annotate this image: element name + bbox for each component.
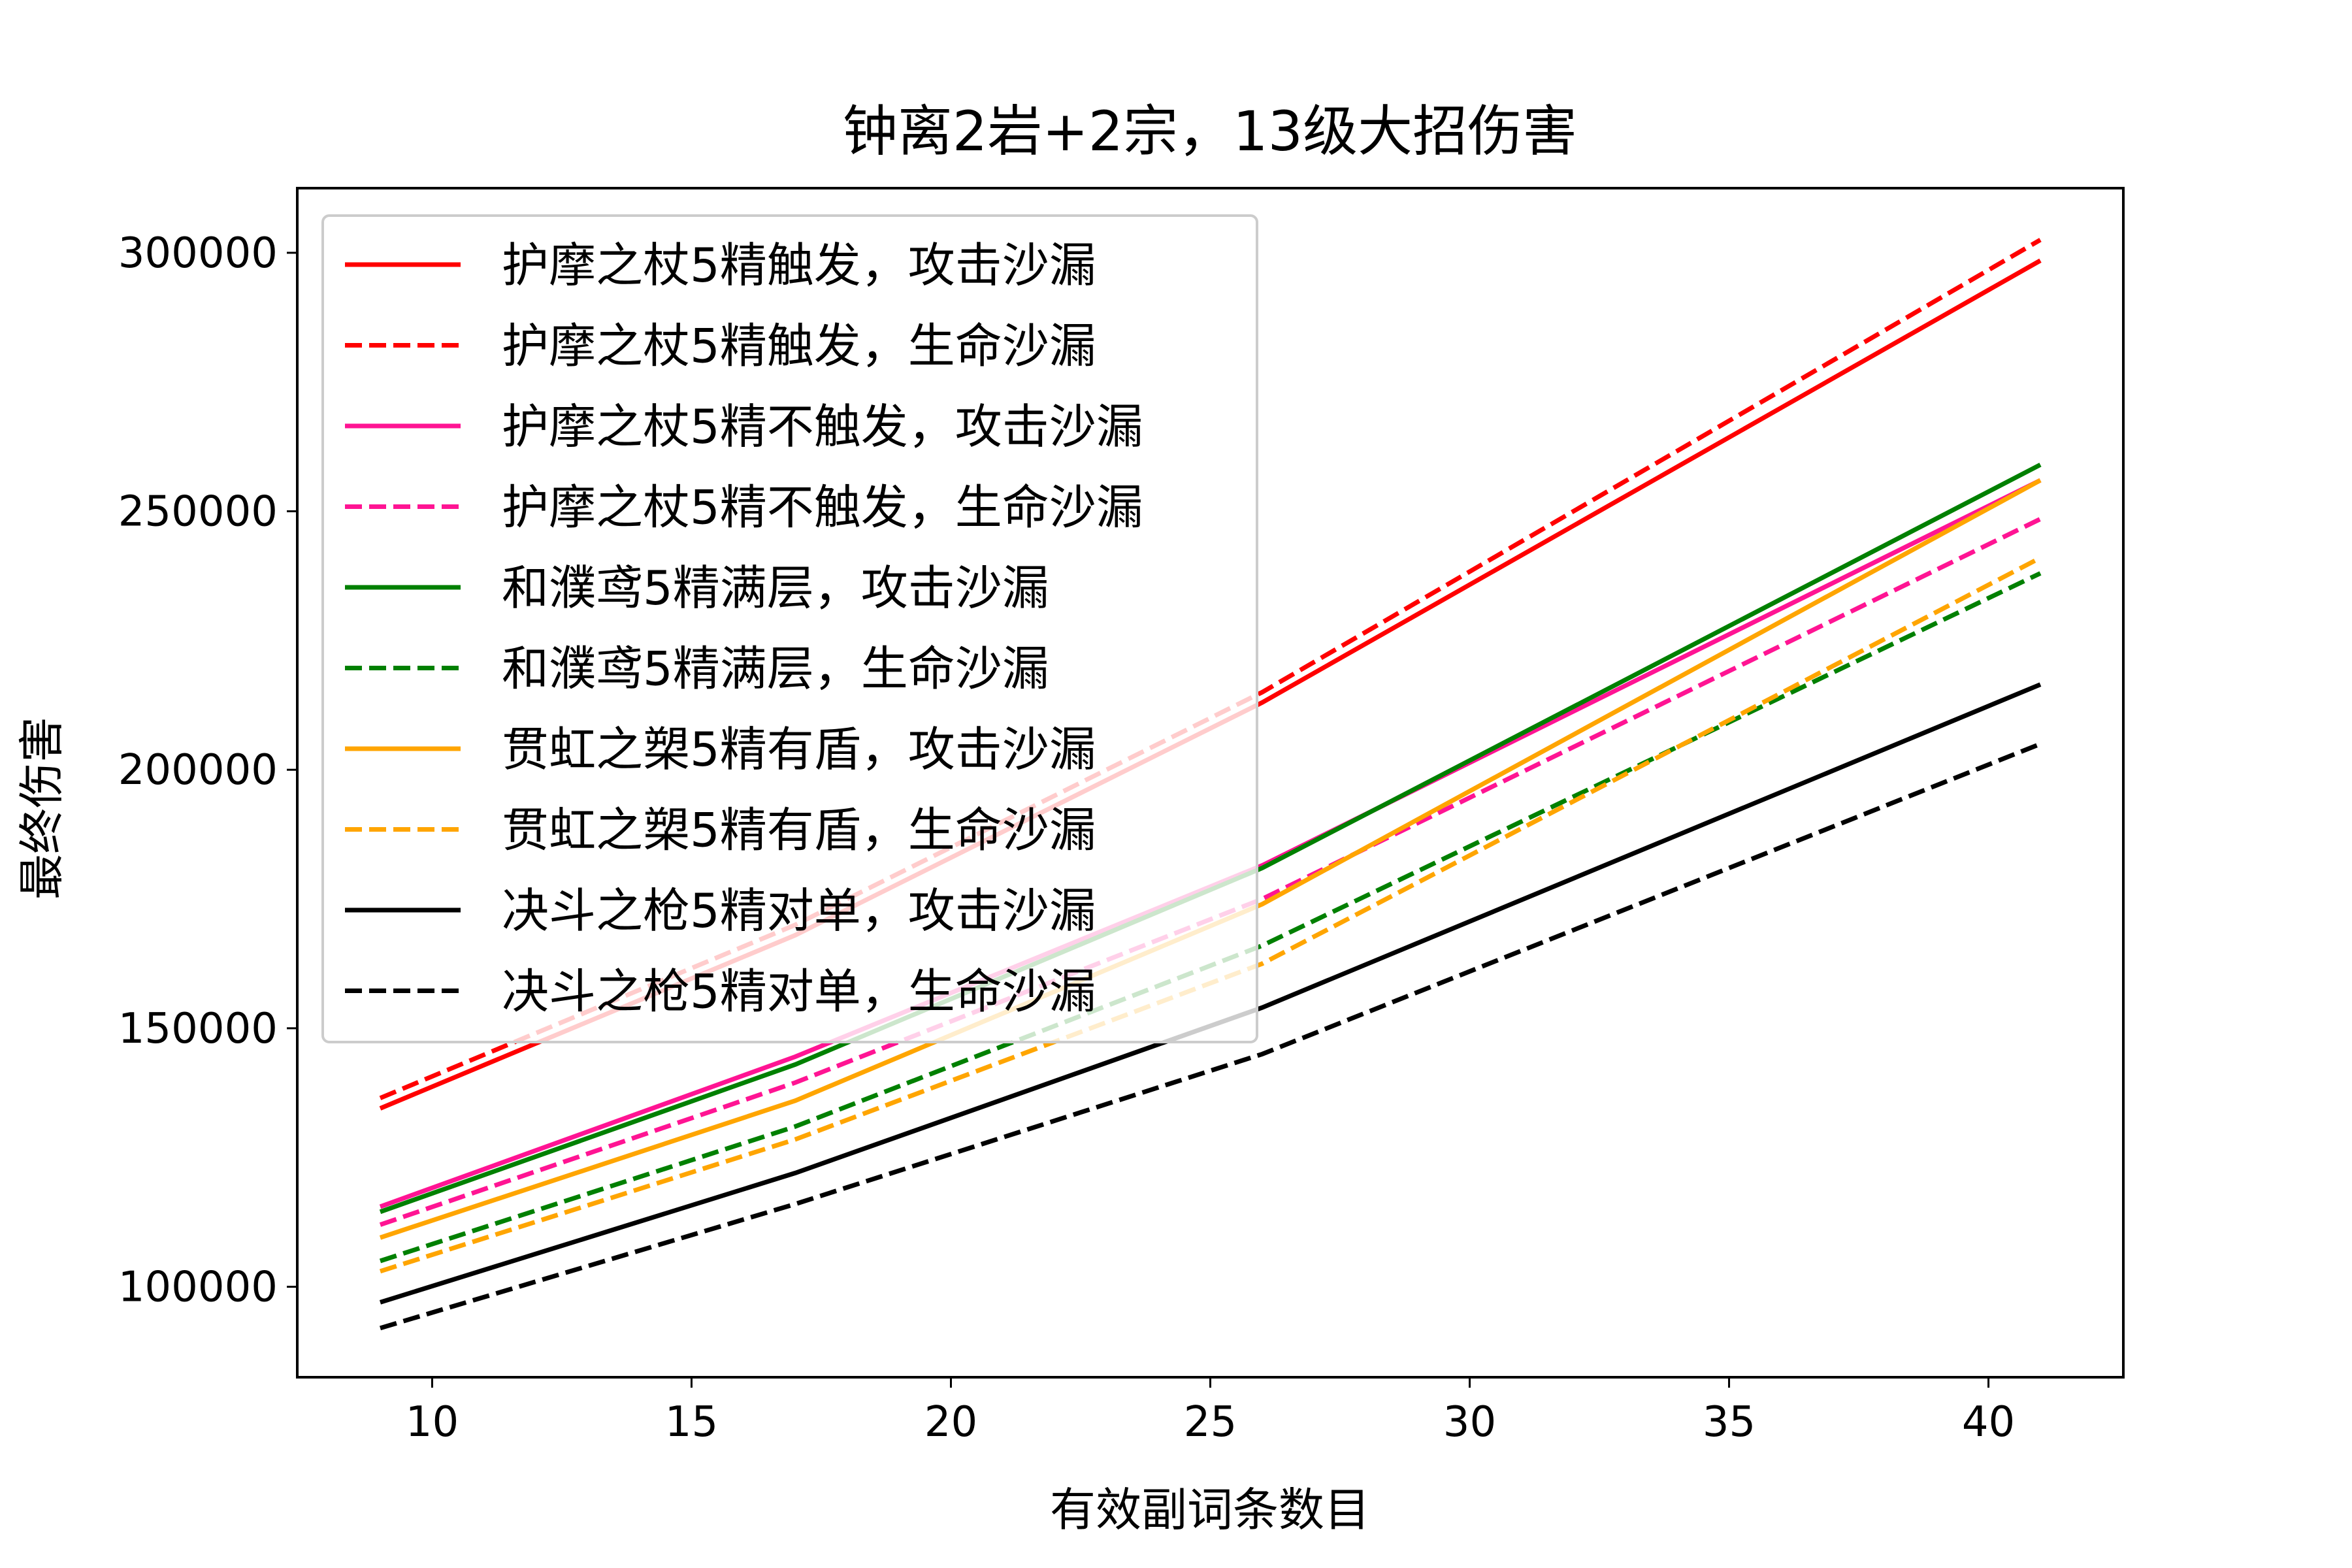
y-tick-label: 250000 — [118, 488, 278, 536]
x-tick-label: 20 — [924, 1398, 977, 1446]
y-tick-label: 200000 — [118, 746, 278, 794]
legend-box — [321, 214, 1258, 1043]
series-line-8 — [379, 555, 2042, 1274]
y-tick-label: 100000 — [118, 1264, 278, 1312]
y-axis-label: 最终伤害 — [15, 717, 69, 900]
legend: 护摩之杖5精触发，攻击沙漏护摩之杖5精触发，生命沙漏护摩之杖5精不触发，攻击沙漏… — [321, 214, 1258, 1043]
legend-label: 决斗之枪5精对单，攻击沙漏 — [502, 883, 1096, 938]
legend-label: 护摩之杖5精触发，生命沙漏 — [502, 319, 1096, 374]
legend-label: 和濮鸢5精满层，攻击沙漏 — [502, 561, 1049, 615]
legend-label: 贯虹之槊5精有盾，攻击沙漏 — [502, 722, 1096, 777]
series-line-9 — [379, 682, 2042, 1305]
legend-label: 决斗之枪5精对单，生命沙漏 — [502, 964, 1096, 1019]
x-tick-label: 15 — [665, 1398, 718, 1446]
chart-title: 钟离2岩+2宗，13级大招伤害 — [843, 99, 1577, 163]
legend-label: 贯虹之槊5精有盾，生命沙漏 — [502, 803, 1096, 858]
series-line-10 — [379, 742, 2042, 1331]
x-tick-label: 25 — [1184, 1398, 1237, 1446]
x-tick-label: 35 — [1703, 1398, 1756, 1446]
y-tick-label: 300000 — [118, 229, 278, 278]
x-tick-label: 30 — [1443, 1398, 1496, 1446]
legend-label: 和濮鸢5精满层，生命沙漏 — [502, 642, 1049, 696]
legend-label: 护摩之杖5精不触发，生命沙漏 — [502, 480, 1143, 535]
legend-label: 护摩之杖5精触发，攻击沙漏 — [502, 238, 1096, 293]
x-axis-label: 有效副词条数目 — [1050, 1483, 1370, 1537]
x-tick-label: 10 — [406, 1398, 459, 1446]
axes: 10 15 20 25 30 35 40 100000 150000 200000 250000 30… — [118, 187, 2125, 1446]
legend-label: 护摩之杖5精不触发，攻击沙漏 — [502, 399, 1143, 454]
x-tick-label: 40 — [1962, 1398, 2015, 1446]
y-tick-label: 150000 — [118, 1005, 278, 1053]
